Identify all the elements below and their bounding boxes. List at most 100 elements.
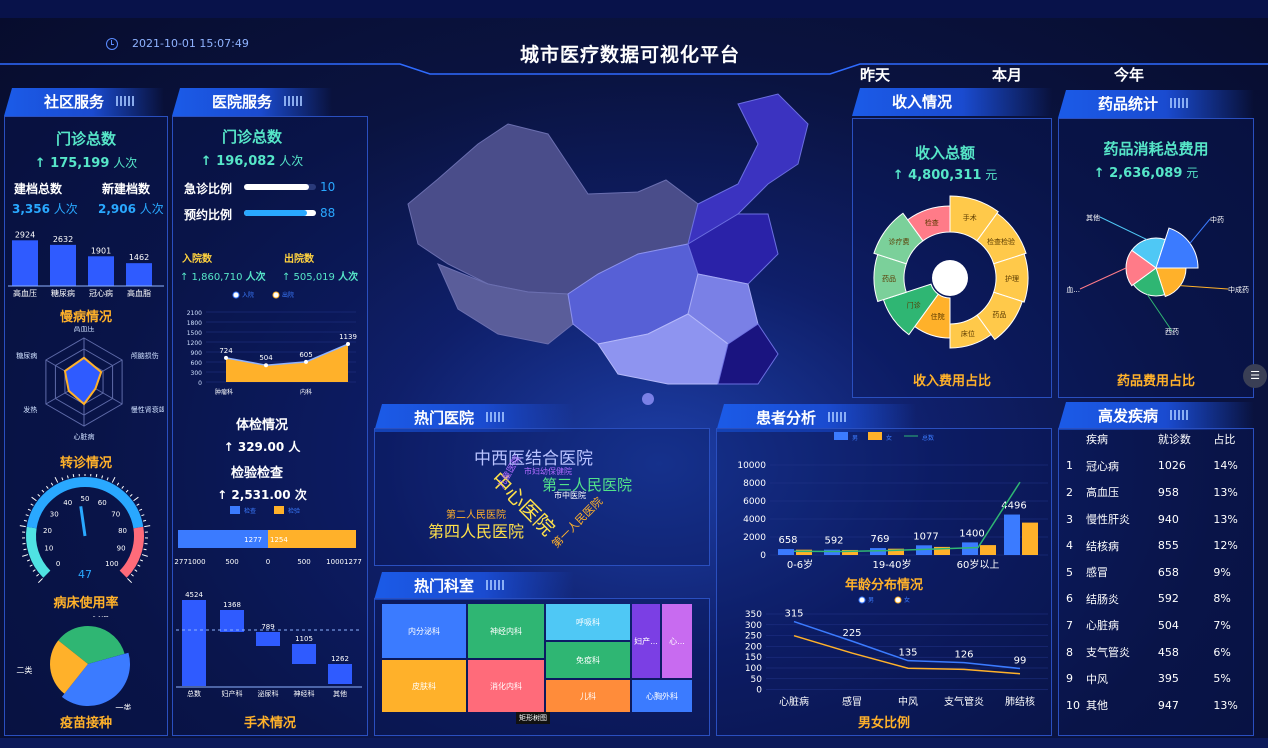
age-title: 年龄分布情况: [844, 578, 923, 593]
word-item[interactable]: 第四人民医院: [428, 522, 525, 541]
dept-treemap[interactable]: 内分泌科 神经内科 呼吸科 妇产... 心... 皮肤科 消化内科 免疫科 儿科…: [382, 604, 692, 712]
rose-slice: [906, 205, 951, 242]
gauge-tick: [50, 482, 54, 486]
word-item[interactable]: 第三人民医院: [542, 476, 633, 494]
bar: [870, 548, 886, 555]
area: [226, 344, 348, 382]
table-cell: 1026: [1157, 459, 1186, 473]
patient-panel: [716, 428, 1052, 736]
drug-total: ↑ 2,636,089 元: [1093, 166, 1199, 181]
gauge-tick: [139, 559, 144, 562]
page-title: 城市医疗数据可视化平台: [519, 44, 740, 66]
treemap-cell[interactable]: 妇产...: [632, 604, 660, 678]
gauge-arc: [119, 526, 144, 578]
top-bar: [0, 0, 1268, 18]
table-cell: 940: [1157, 512, 1179, 526]
y-tick: 4000: [743, 515, 766, 525]
y-tick: 1200: [187, 340, 202, 347]
table-row[interactable]: 7 心脏病 504 7%: [1062, 612, 1252, 639]
table-row[interactable]: 6 结肠炎 592 8%: [1062, 586, 1252, 613]
bar: [50, 244, 76, 286]
x-label: 心脏病: [779, 695, 809, 708]
treemap-cell[interactable]: 呼吸科: [546, 604, 630, 640]
y-tick: 1500: [187, 330, 202, 337]
treemap-cell[interactable]: 心...: [662, 604, 692, 678]
table-cell: 8%: [1213, 592, 1231, 606]
treemap-cell[interactable]: 皮肤科: [382, 660, 466, 712]
gauge-tick: [27, 508, 31, 511]
treemap-tooltip: 矩形树图: [516, 712, 550, 724]
table-row[interactable]: 9 中风 395 5%: [1062, 665, 1252, 692]
pie-slice: [1131, 237, 1166, 269]
menu-icon[interactable]: ☰: [1243, 364, 1267, 388]
bar: [934, 546, 950, 555]
treemap-cell[interactable]: 消化内科: [468, 660, 544, 712]
table-row[interactable]: 3 慢性肝炎 940 13%: [1062, 506, 1252, 533]
treemap-cell[interactable]: 儿科: [546, 680, 630, 712]
y-tick: 0: [760, 551, 766, 561]
exam-title: 体检情况: [235, 418, 288, 433]
category-label: 总数: [187, 689, 201, 698]
x-label: 0-6岁: [787, 558, 813, 571]
hospital-word-cloud[interactable]: 中西医结合医院 中心医院 第三人民医院 第四人民医院 第一人民医院 第二人民医院…: [374, 428, 710, 566]
bar-label: 2632: [53, 235, 73, 244]
period-yesterday[interactable]: 昨天: [860, 66, 891, 84]
category-label: 泌尿科: [258, 689, 279, 698]
pie-label: 中成药: [1228, 285, 1249, 294]
table-cell: 5: [1066, 565, 1073, 579]
emergency-value: 10: [320, 180, 336, 194]
table-cell: 14%: [1213, 459, 1238, 473]
word-item[interactable]: 第二人民医院: [446, 510, 506, 521]
gauge-tick: [141, 554, 148, 557]
rose-label: 诊疗费: [889, 237, 910, 246]
point-label: 724: [219, 347, 233, 355]
table-cell: 3: [1066, 512, 1073, 526]
word-item[interactable]: 市中医院: [554, 491, 586, 500]
x-label: 肿瘤科: [215, 388, 233, 396]
table-row[interactable]: 10 其他 947 13%: [1062, 692, 1252, 719]
category-label: 糖尿病: [51, 288, 75, 298]
table-row[interactable]: 2 高血压 958 13%: [1062, 479, 1252, 506]
period-month[interactable]: 本月: [992, 66, 1023, 84]
y-tick: 1800: [187, 320, 202, 327]
pie-slice: [58, 626, 125, 664]
bar-label: 1277: [244, 536, 262, 544]
treemap-cell[interactable]: 免疫科: [546, 642, 630, 678]
hospital-header[interactable]: 医院服务: [172, 88, 332, 116]
admission-line-chart: 2100 1800 1500 1200 900 600 300 0 724 504 605 1139 肿…: [187, 291, 357, 396]
hot-depts-header[interactable]: 热门科室: [374, 572, 574, 600]
rose-label: 护理: [1005, 274, 1019, 283]
treemap-cell[interactable]: 心胸外科: [632, 680, 692, 712]
table-row[interactable]: 1 冠心病 1026 14%: [1062, 453, 1252, 480]
gauge-tick: [31, 496, 37, 502]
table-row[interactable]: 4 结核病 855 12%: [1062, 532, 1252, 559]
table-cell: 9: [1066, 672, 1073, 686]
disease-header[interactable]: 高发疾病: [1058, 402, 1254, 430]
rose-slice: [976, 291, 1023, 341]
period-year[interactable]: 今年: [1114, 66, 1145, 84]
drug-header[interactable]: 药品统计: [1058, 90, 1254, 118]
grid-icon: [486, 580, 504, 590]
pie-slice: [61, 652, 130, 706]
treemap-cell[interactable]: 内分泌科: [382, 604, 466, 658]
income-header[interactable]: 收入情况: [852, 88, 1052, 116]
community-header[interactable]: 社区服务: [4, 88, 164, 116]
community-title: 社区服务: [44, 93, 105, 111]
gauge-tick: [72, 474, 75, 478]
table-row[interactable]: 5 感冒 658 9%: [1062, 559, 1252, 586]
table-cell: 结核病: [1086, 539, 1119, 553]
hot-hospitals-header[interactable]: 热门医院: [374, 404, 574, 432]
patient-header[interactable]: 患者分析: [716, 404, 916, 432]
radar-axis-label: 心脏病: [74, 432, 95, 441]
table-cell: 6: [1066, 592, 1073, 606]
treemap-cell[interactable]: 神经内科: [468, 604, 544, 658]
y-tick: 900: [191, 350, 203, 357]
word-item[interactable]: 中西医结合医院: [474, 449, 593, 469]
category-label: 其他: [333, 689, 347, 698]
table-row[interactable]: 8 支气管炎 458 6%: [1062, 639, 1252, 666]
word-item[interactable]: 市妇幼保健院: [524, 467, 572, 476]
chronic-title: 慢病情况: [59, 310, 112, 325]
bar: [12, 240, 38, 286]
china-map[interactable]: [398, 84, 826, 414]
rose-label: 药品: [992, 310, 1006, 319]
